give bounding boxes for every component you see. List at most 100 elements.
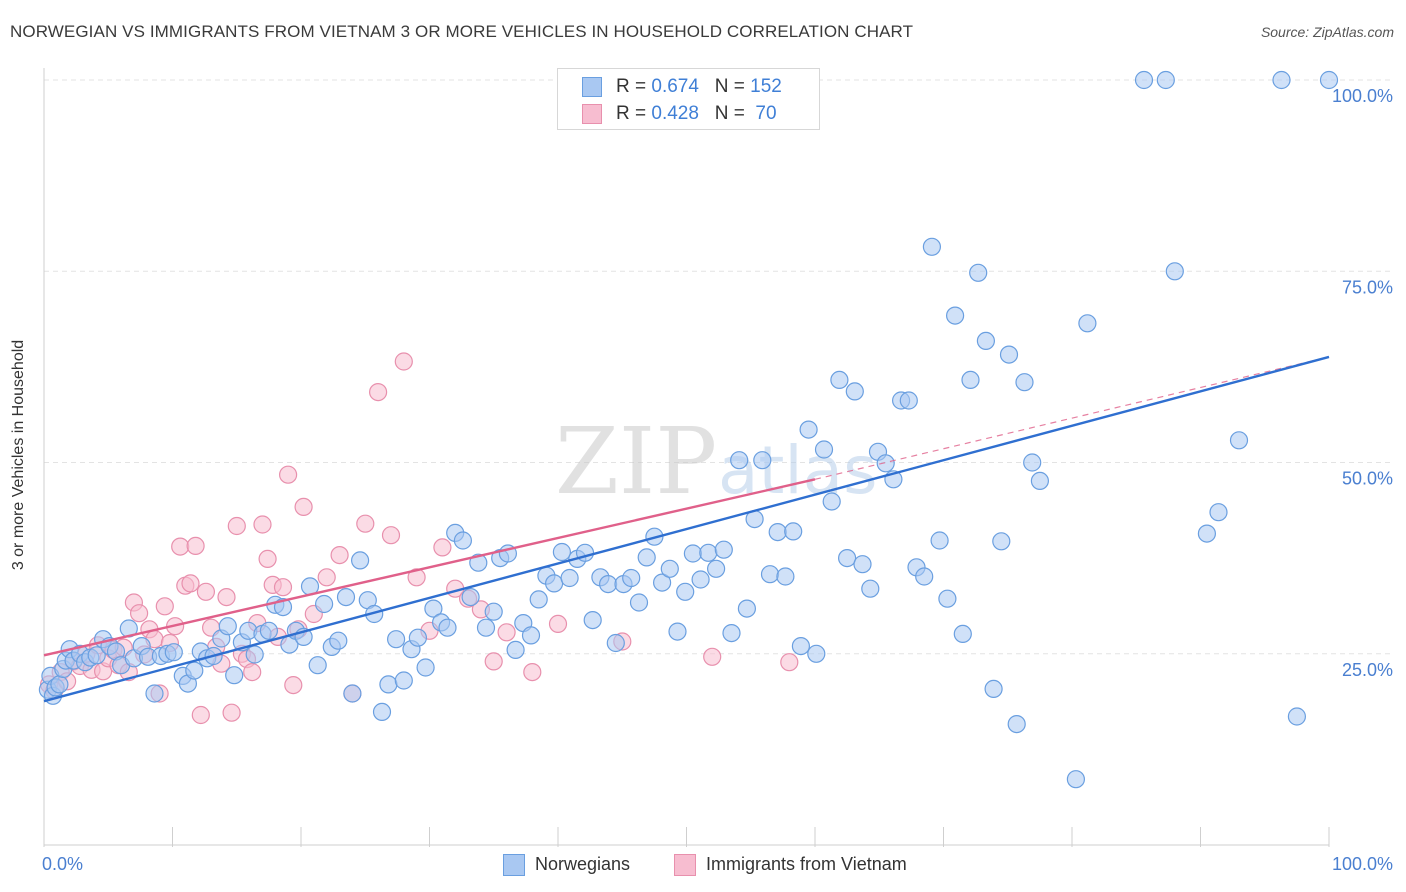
x-tick-label: 100.0% xyxy=(1332,854,1393,874)
vietnam-point xyxy=(369,383,388,402)
vietnam-point xyxy=(279,465,298,484)
vietnam-trend-extension xyxy=(814,356,1330,480)
vietnam-point xyxy=(703,647,722,666)
norwegian-point xyxy=(145,684,164,703)
norwegian-point xyxy=(945,306,965,325)
vietnam-point xyxy=(171,537,190,556)
norwegian-point xyxy=(218,617,237,636)
norwegian-point xyxy=(853,555,872,574)
norwegian-point xyxy=(753,451,772,470)
legend-label: Immigrants from Vietnam xyxy=(706,854,907,874)
norwegian-point xyxy=(1319,70,1339,90)
norwegian-point xyxy=(730,451,749,470)
stats-legend: R = 0.674 N = 152 R = 0.428 N = 70 xyxy=(557,68,820,130)
n-value: 70 xyxy=(750,103,777,124)
norwegian-point xyxy=(1287,707,1307,726)
norwegian-point xyxy=(438,618,457,637)
tick-labels: 25.0% 50.0% 75.0% 100.0% 0.0% 100.0% xyxy=(42,86,1393,874)
norwegian-point xyxy=(992,532,1011,551)
norwegian-point xyxy=(552,542,572,562)
norwegian-point xyxy=(776,567,795,586)
norwegian-point xyxy=(1030,471,1050,490)
norwegian-point xyxy=(791,636,811,656)
norwegians-swatch xyxy=(582,77,602,97)
r-value: 0.428 xyxy=(651,103,699,124)
norwegian-point xyxy=(1023,453,1042,472)
vietnam-point xyxy=(222,703,241,722)
norwegian-point xyxy=(225,666,244,685)
n-label: N = xyxy=(714,103,751,124)
vietnam-point xyxy=(330,545,349,565)
watermark-zip: ZIP xyxy=(555,408,717,515)
vietnam-point xyxy=(294,497,313,516)
norwegian-point xyxy=(722,623,741,643)
norwegian-point xyxy=(336,587,356,607)
norwegian-point xyxy=(876,454,895,473)
vietnam-trend-line xyxy=(43,478,816,657)
vietnam-point xyxy=(381,526,401,545)
norwegian-point xyxy=(529,590,548,609)
vietnam-point xyxy=(780,653,799,672)
norwegian-point xyxy=(629,593,649,612)
norwegian-point xyxy=(308,656,327,675)
norwegian-point xyxy=(706,559,726,578)
vietnam-point xyxy=(181,574,200,593)
norwegian-point xyxy=(416,658,435,677)
norwegian-trend-line xyxy=(43,355,1330,703)
norwegian-point xyxy=(768,522,787,542)
vietnam-point xyxy=(394,352,413,371)
vietnam-point xyxy=(407,568,426,587)
norwegian-point xyxy=(560,568,579,588)
vietnam-point xyxy=(196,582,215,601)
series-legend: Norwegians Immigrants from Vietnam xyxy=(0,852,1406,878)
n-value: 152 xyxy=(750,76,782,97)
norwegian-point xyxy=(1165,262,1184,281)
norwegian-point xyxy=(1229,431,1249,450)
norwegian-point xyxy=(999,345,1019,364)
legend-label: Norwegians xyxy=(535,854,631,874)
norwegian-point xyxy=(372,702,392,722)
norwegian-point xyxy=(899,391,918,410)
norwegian-point xyxy=(814,440,834,459)
vietnam-point xyxy=(258,549,277,569)
norwegian-point xyxy=(660,559,679,578)
norwegian-point xyxy=(521,626,541,645)
norwegian-point xyxy=(351,551,370,570)
norwegian-point xyxy=(969,263,988,282)
norwegian-point xyxy=(1134,70,1154,90)
norwegian-point xyxy=(1078,314,1097,333)
norwegian-point xyxy=(1272,70,1291,90)
norwegian-point xyxy=(799,420,818,439)
norwegian-point xyxy=(606,633,625,653)
norwegian-point xyxy=(622,568,641,588)
norwegian-point xyxy=(953,624,972,644)
y-tick-label: 75.0% xyxy=(1342,277,1393,297)
norwegian-point xyxy=(760,565,780,584)
norwegian-point xyxy=(652,573,672,592)
norwegian-point xyxy=(938,589,957,608)
norwegian-point xyxy=(699,543,718,562)
norwegian-point xyxy=(807,644,826,663)
r-label: R = xyxy=(616,103,652,124)
norwegian-point xyxy=(830,370,849,389)
norwegian-point xyxy=(461,587,480,607)
norwegian-point xyxy=(484,602,503,621)
vietnam-point xyxy=(273,578,293,597)
vietnam-point xyxy=(484,652,503,671)
norwegian-point xyxy=(668,622,687,641)
norwegian-point xyxy=(544,574,564,593)
y-tick-label: 100.0% xyxy=(1332,86,1393,106)
norwegian-point xyxy=(598,574,618,594)
norwegian-point xyxy=(1007,714,1026,734)
norwegian-point xyxy=(329,631,348,650)
vietnam-point xyxy=(433,538,452,557)
norwegian-point xyxy=(424,599,443,618)
norwegian-point xyxy=(691,570,710,589)
y-tick-label: 50.0% xyxy=(1342,469,1393,489)
norwegian-points xyxy=(38,70,1339,789)
norwegian-point xyxy=(315,594,334,614)
norwegian-point xyxy=(87,646,106,665)
vietnam-point xyxy=(155,597,174,616)
vietnam-point xyxy=(548,614,568,634)
